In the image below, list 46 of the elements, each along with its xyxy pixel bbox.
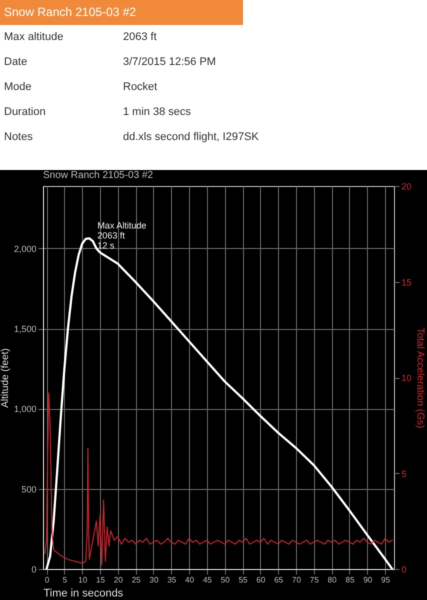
x-tick-label: 25 [132,576,142,584]
chart-title: Snow Ranch 2105-03 #2 [43,170,154,181]
x-tick-label: 45 [202,576,212,584]
x-tick-label: 85 [346,576,355,584]
text: Max altitude [3,30,64,45]
x-tick-label: 10 [78,576,88,584]
text: Rocket [123,80,158,95]
x-tick-label: 65 [274,576,284,584]
x-tick-label: 5 [62,576,68,584]
x-tick-label: 80 [328,576,338,584]
y-axis-title: Altitude (feet) [0,348,11,408]
y2-tick-label: 20 [402,182,412,192]
y-tick-label: 2,000 [14,244,36,254]
y-tick-label: 1,500 [14,324,36,334]
text: Duration [3,105,47,120]
x-tick-label: 35 [167,576,177,584]
x-tick-label: 75 [310,576,320,584]
text: Notes [3,130,34,145]
y2-tick-label: 10 [402,373,412,383]
text: 1 min 38 secs [123,105,191,120]
y-tick-label: 0 [31,564,36,574]
x-tick-label: 70 [292,576,302,584]
text: 3/7/2015 12:56 PM [123,55,216,70]
x-tick-label: 0 [44,576,50,584]
text: dd.xls second flight, I297SK [123,130,259,145]
x-axis-title: Time in seconds [44,588,124,600]
x-tick-label: 55 [238,576,248,584]
x-tick-label: 30 [150,576,159,584]
text: Date [3,55,28,70]
y2-tick-label: 5 [402,468,407,479]
x-tick-label: 40 [185,576,195,584]
x-tick-label: 95 [381,576,391,584]
annotation: Max Altitude 2063 ft 12 s [97,220,146,250]
x-tick-label: 15 [96,576,106,584]
y2-tick-label: 0 [402,564,407,574]
y-tick-label: 500 [21,484,36,494]
text: 2063 ft [123,30,157,45]
x-tick-label: 20 [114,576,124,584]
y2-tick-label: 15 [402,277,412,288]
x-tick-label: 50 [220,576,230,584]
x-tick-label: 90 [363,576,373,584]
text: Mode [3,80,33,95]
x-tick-label: 60 [256,576,266,584]
y-tick-label: 1,000 [14,404,36,414]
chart-title: Snow Ranch 2105-03 #2 [4,5,136,19]
y2-axis-title: Total Acceleration (Gs) [414,328,426,428]
